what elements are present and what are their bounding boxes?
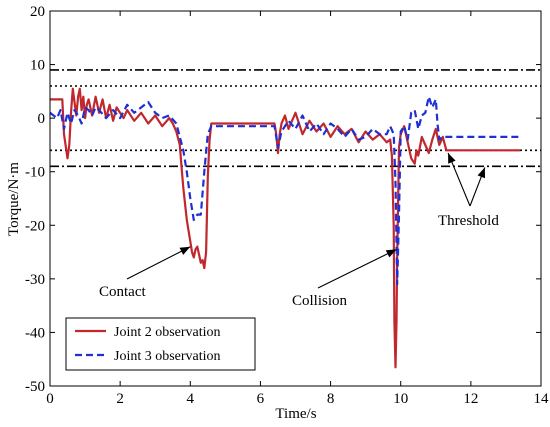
annotation-arrowhead	[179, 246, 191, 255]
annotation-label: Collision	[292, 293, 348, 309]
series-lines	[50, 87, 520, 369]
x-tick-label: 4	[187, 391, 195, 407]
x-tick-label: 6	[257, 391, 265, 407]
axis-ticks	[49, 10, 542, 387]
legend: Joint 2 observation Joint 3 observation	[65, 317, 256, 371]
x-tick-label: 12	[463, 391, 478, 407]
y-tick-labels: -50 -40 -30 -20 -10 0 10 20	[25, 4, 45, 395]
annotation-label: Threshold	[438, 213, 499, 229]
y-tick-label: -50	[25, 379, 45, 395]
x-tick-label: 2	[116, 391, 124, 407]
series-line-3	[50, 95, 520, 286]
y-tick-label: -30	[25, 272, 45, 288]
y-tick-label: -40	[25, 325, 45, 341]
x-tick-label: 0	[46, 391, 54, 407]
y-tick-label: -10	[25, 165, 45, 181]
plot-frame	[49, 10, 542, 387]
x-tick-label: 8	[327, 391, 335, 407]
threshold-lines	[50, 69, 541, 168]
annotation-arrowhead	[448, 152, 456, 164]
annotation-arrowhead	[385, 249, 397, 258]
y-axis-label: Torque/N·m	[6, 162, 22, 236]
legend-box	[65, 317, 256, 371]
annotation-arrowhead	[477, 167, 486, 179]
annotation-arrow-line	[317, 248, 397, 289]
annotations: Contact Collision Threshold	[99, 152, 499, 309]
x-axis-label: Time/s	[275, 406, 316, 422]
y-tick-label: 0	[38, 111, 46, 127]
x-tick-labels: 0 2 4 6 8 10 12 14	[46, 391, 549, 407]
y-tick-label: -20	[25, 218, 45, 234]
y-tick-label: 10	[30, 58, 45, 74]
annotation-label: Contact	[99, 284, 146, 300]
x-tick-label: 10	[393, 391, 408, 407]
legend-label-joint-2: Joint 2 observation	[114, 325, 221, 340]
legend-label-joint-3: Joint 3 observation	[114, 349, 221, 364]
x-tick-label: 14	[534, 391, 550, 407]
annotation-arrow-line	[126, 246, 191, 280]
y-tick-label: 20	[30, 4, 45, 20]
